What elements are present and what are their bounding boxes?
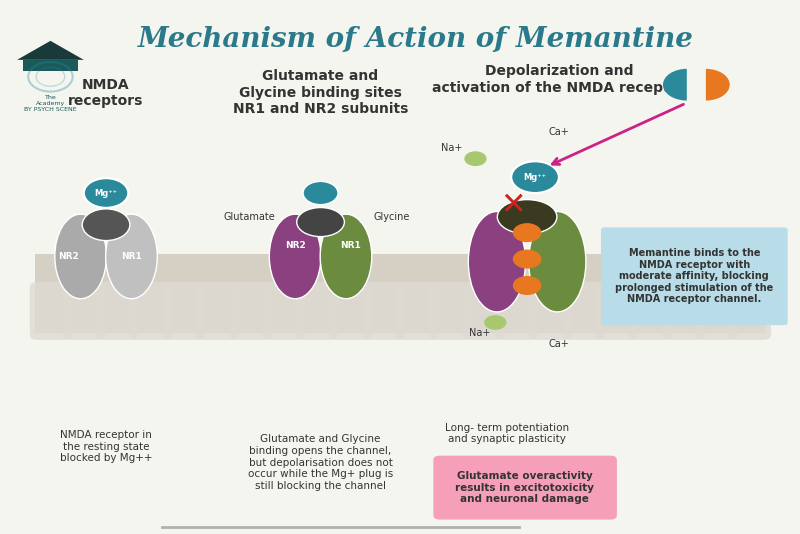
Polygon shape (17, 41, 84, 60)
Text: Na+: Na+ (441, 143, 462, 153)
FancyBboxPatch shape (130, 282, 172, 340)
Ellipse shape (270, 214, 321, 299)
FancyBboxPatch shape (34, 254, 766, 333)
Text: Mg⁺⁺: Mg⁺⁺ (523, 172, 546, 182)
FancyBboxPatch shape (629, 282, 671, 340)
FancyBboxPatch shape (396, 282, 438, 340)
Ellipse shape (498, 200, 557, 234)
Text: The
Academy
BY PSYCH SCENE: The Academy BY PSYCH SCENE (24, 95, 77, 112)
Wedge shape (663, 69, 686, 100)
Ellipse shape (320, 214, 372, 299)
Text: Glycine: Glycine (374, 212, 410, 222)
Circle shape (464, 151, 486, 166)
FancyBboxPatch shape (562, 282, 605, 340)
FancyBboxPatch shape (22, 60, 78, 72)
Wedge shape (706, 69, 730, 100)
FancyBboxPatch shape (529, 282, 571, 340)
FancyBboxPatch shape (30, 282, 72, 340)
Circle shape (513, 223, 542, 242)
Ellipse shape (55, 214, 106, 299)
FancyBboxPatch shape (296, 282, 338, 340)
Circle shape (511, 161, 559, 193)
Text: NMDA
receptors: NMDA receptors (68, 77, 144, 108)
FancyBboxPatch shape (263, 282, 305, 340)
FancyBboxPatch shape (430, 282, 471, 340)
Text: Mechanism of Action of Memantine: Mechanism of Action of Memantine (138, 26, 694, 53)
FancyBboxPatch shape (662, 282, 705, 340)
Circle shape (84, 178, 128, 208)
FancyBboxPatch shape (601, 227, 788, 325)
FancyBboxPatch shape (462, 282, 505, 340)
FancyBboxPatch shape (196, 282, 238, 340)
Circle shape (513, 249, 542, 269)
FancyBboxPatch shape (434, 456, 617, 520)
Ellipse shape (297, 208, 344, 237)
Circle shape (513, 276, 542, 295)
Text: Ca+: Ca+ (549, 127, 570, 137)
FancyBboxPatch shape (729, 282, 771, 340)
Text: Ca+: Ca+ (549, 339, 570, 349)
Circle shape (484, 315, 506, 330)
Text: NMDA receptor in
the resting state
blocked by Mg++: NMDA receptor in the resting state block… (60, 430, 152, 464)
FancyBboxPatch shape (63, 282, 105, 340)
Text: NR2: NR2 (58, 252, 79, 261)
Text: NR2: NR2 (285, 241, 306, 250)
Text: ✕: ✕ (500, 192, 526, 221)
FancyBboxPatch shape (163, 282, 205, 340)
Text: Depolarization and
activation of the NMDA receptor: Depolarization and activation of the NMD… (432, 64, 686, 95)
Text: Glutamate overactivity
results in excitotoxicity
and neuronal damage: Glutamate overactivity results in excito… (455, 472, 594, 505)
Text: Glutamate and Glycine
binding opens the channel,
but depolarisation does not
occ: Glutamate and Glycine binding opens the … (248, 434, 393, 491)
Ellipse shape (529, 211, 586, 312)
Text: Long- term potentiation
and synaptic plasticity: Long- term potentiation and synaptic pla… (445, 422, 570, 444)
FancyBboxPatch shape (96, 282, 138, 340)
FancyBboxPatch shape (362, 282, 405, 340)
FancyBboxPatch shape (230, 282, 272, 340)
Circle shape (303, 182, 338, 205)
FancyBboxPatch shape (696, 282, 738, 340)
Ellipse shape (468, 211, 526, 312)
FancyBboxPatch shape (596, 282, 638, 340)
Text: Na+: Na+ (469, 328, 490, 338)
Text: NR1: NR1 (340, 241, 361, 250)
Ellipse shape (82, 209, 130, 241)
Text: Glutamate: Glutamate (223, 212, 275, 222)
Text: Glutamate and
Glycine binding sites
NR1 and NR2 subunits: Glutamate and Glycine binding sites NR1 … (233, 69, 408, 116)
Text: Mg⁺⁺: Mg⁺⁺ (94, 189, 118, 198)
FancyBboxPatch shape (330, 282, 371, 340)
Ellipse shape (106, 214, 158, 299)
Text: Memantine binds to the
NMDA receptor with
moderate affinity, blocking
prolonged : Memantine binds to the NMDA receptor wit… (615, 248, 774, 304)
FancyBboxPatch shape (496, 282, 538, 340)
Text: NR1: NR1 (121, 252, 142, 261)
